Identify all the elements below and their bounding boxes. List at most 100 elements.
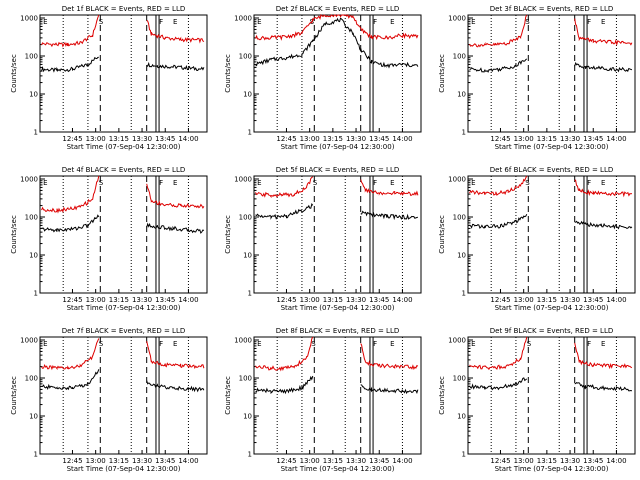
- panel-1: Det 1f BLACK = Events, RED = LLD 1 10 100 10…: [10, 5, 208, 151]
- y-tick-label: 1000: [448, 337, 466, 345]
- event-marker-label: S: [99, 179, 104, 187]
- x-axis-label: Start Time (07-Sep-04 12:30:00): [67, 143, 181, 151]
- event-marker-label: E: [173, 179, 177, 187]
- y-tick-label: 1: [462, 129, 466, 137]
- x-tick-label: 12:45: [62, 296, 82, 304]
- panel-title: Det 6f BLACK = Events, RED = LLD: [490, 166, 613, 174]
- y-axis-label: Counts/sec: [438, 376, 446, 415]
- y-tick-label: 1000: [234, 337, 252, 345]
- plot-frame: [39, 336, 208, 455]
- x-tick-label: 13:00: [300, 135, 320, 143]
- event-marker-label: F: [587, 18, 591, 26]
- y-tick-label: 1: [34, 129, 38, 137]
- y-tick-label: 1: [248, 129, 252, 137]
- event-marker-label: F: [587, 179, 591, 187]
- x-tick-label: 13:30: [132, 135, 152, 143]
- x-axis-label: Start Time (07-Sep-04 12:30:00): [281, 304, 395, 312]
- x-tick-label: 12:45: [490, 135, 510, 143]
- event-marker-label: E: [601, 179, 605, 187]
- y-tick-label: 100: [453, 53, 466, 61]
- x-tick-label: 13:45: [583, 457, 603, 465]
- y-axis-label: Counts/sec: [438, 215, 446, 254]
- x-axis-label: Start Time (07-Sep-04 12:30:00): [495, 143, 609, 151]
- y-tick-label: 100: [239, 375, 252, 383]
- y-tick-label: 1000: [234, 176, 252, 184]
- event-marker-label: F: [159, 340, 163, 348]
- series-line-events: [41, 56, 205, 73]
- y-tick-label: 1000: [448, 15, 466, 23]
- x-tick-label: 13:30: [346, 296, 366, 304]
- event-marker-label: E: [601, 340, 605, 348]
- event-marker-label: S: [527, 340, 532, 348]
- event-marker-label: F: [373, 179, 377, 187]
- x-axis-label: Start Time (07-Sep-04 12:30:00): [67, 304, 181, 312]
- event-marker-label: E: [257, 340, 261, 348]
- event-marker-label: E: [257, 18, 261, 26]
- y-tick-label: 10: [29, 413, 38, 421]
- y-axis-label: Counts/sec: [10, 54, 18, 93]
- y-tick-label: 100: [25, 375, 38, 383]
- panel-title: Det 3f BLACK = Events, RED = LLD: [490, 5, 613, 13]
- y-tick-label: 1: [34, 451, 38, 459]
- x-tick-label: 13:15: [323, 135, 343, 143]
- y-tick-label: 10: [243, 413, 252, 421]
- panel-title: Det 5f BLACK = Events, RED = LLD: [276, 166, 399, 174]
- series-line-events: [255, 203, 419, 221]
- x-tick-label: 13:30: [560, 457, 580, 465]
- y-tick-label: 100: [25, 214, 38, 222]
- x-tick-label: 12:45: [276, 457, 296, 465]
- series-line-lld: [41, 338, 205, 371]
- series-line-events: [469, 58, 633, 73]
- y-tick-label: 1000: [20, 15, 38, 23]
- panel-4: Det 4f BLACK = Events, RED = LLD 1 10 100 10…: [10, 166, 208, 312]
- x-tick-label: 13:00: [86, 135, 106, 143]
- x-tick-label: 12:45: [276, 296, 296, 304]
- event-marker-label: S: [313, 179, 318, 187]
- panel-title: Det 8f BLACK = Events, RED = LLD: [276, 327, 399, 335]
- x-tick-label: 14:00: [392, 457, 412, 465]
- series-line-lld: [41, 14, 205, 48]
- event-marker-label: E: [601, 18, 605, 26]
- x-tick-label: 13:15: [323, 296, 343, 304]
- x-tick-label: 13:45: [369, 457, 389, 465]
- x-tick-label: 14:00: [178, 457, 198, 465]
- y-tick-label: 1000: [20, 176, 38, 184]
- x-tick-label: 13:00: [86, 296, 106, 304]
- x-tick-label: 13:00: [514, 135, 534, 143]
- y-axis-label: Counts/sec: [224, 54, 232, 93]
- y-axis-label: Counts/sec: [10, 215, 18, 254]
- x-tick-label: 13:30: [346, 135, 366, 143]
- x-tick-label: 13:15: [109, 296, 129, 304]
- series-line-lld: [255, 336, 419, 372]
- panel-8: Det 8f BLACK = Events, RED = LLD 1 10 100 10…: [224, 327, 422, 473]
- event-marker-label: E: [471, 18, 475, 26]
- plot-frame: [253, 14, 422, 133]
- y-tick-label: 1: [462, 290, 466, 298]
- x-tick-label: 13:15: [323, 457, 343, 465]
- x-tick-label: 13:15: [109, 457, 129, 465]
- y-axis-label: Counts/sec: [224, 215, 232, 254]
- x-tick-label: 12:45: [62, 135, 82, 143]
- x-tick-label: 13:45: [369, 296, 389, 304]
- x-tick-label: 13:00: [514, 457, 534, 465]
- x-tick-label: 12:45: [276, 135, 296, 143]
- plot-frame: [253, 175, 422, 294]
- event-marker-label: S: [311, 340, 316, 348]
- y-tick-label: 100: [453, 375, 466, 383]
- panel-title: Det 1f BLACK = Events, RED = LLD: [62, 5, 185, 13]
- event-marker-label: F: [587, 340, 591, 348]
- event-marker-label: F: [159, 179, 163, 187]
- panel-3: Det 3f BLACK = Events, RED = LLD 1 10 100 10…: [438, 5, 636, 151]
- y-tick-label: 1000: [448, 176, 466, 184]
- series-line-events: [255, 17, 419, 69]
- x-axis-label: Start Time (07-Sep-04 12:30:00): [281, 143, 395, 151]
- series-line-lld: [41, 175, 205, 214]
- event-marker-label: S: [525, 18, 530, 26]
- plot-frame: [39, 14, 208, 133]
- x-tick-label: 13:45: [155, 296, 175, 304]
- x-tick-label: 13:00: [300, 457, 320, 465]
- x-tick-label: 13:30: [560, 135, 580, 143]
- x-tick-label: 13:15: [537, 135, 557, 143]
- x-tick-label: 12:45: [490, 457, 510, 465]
- event-marker-label: S: [99, 18, 104, 26]
